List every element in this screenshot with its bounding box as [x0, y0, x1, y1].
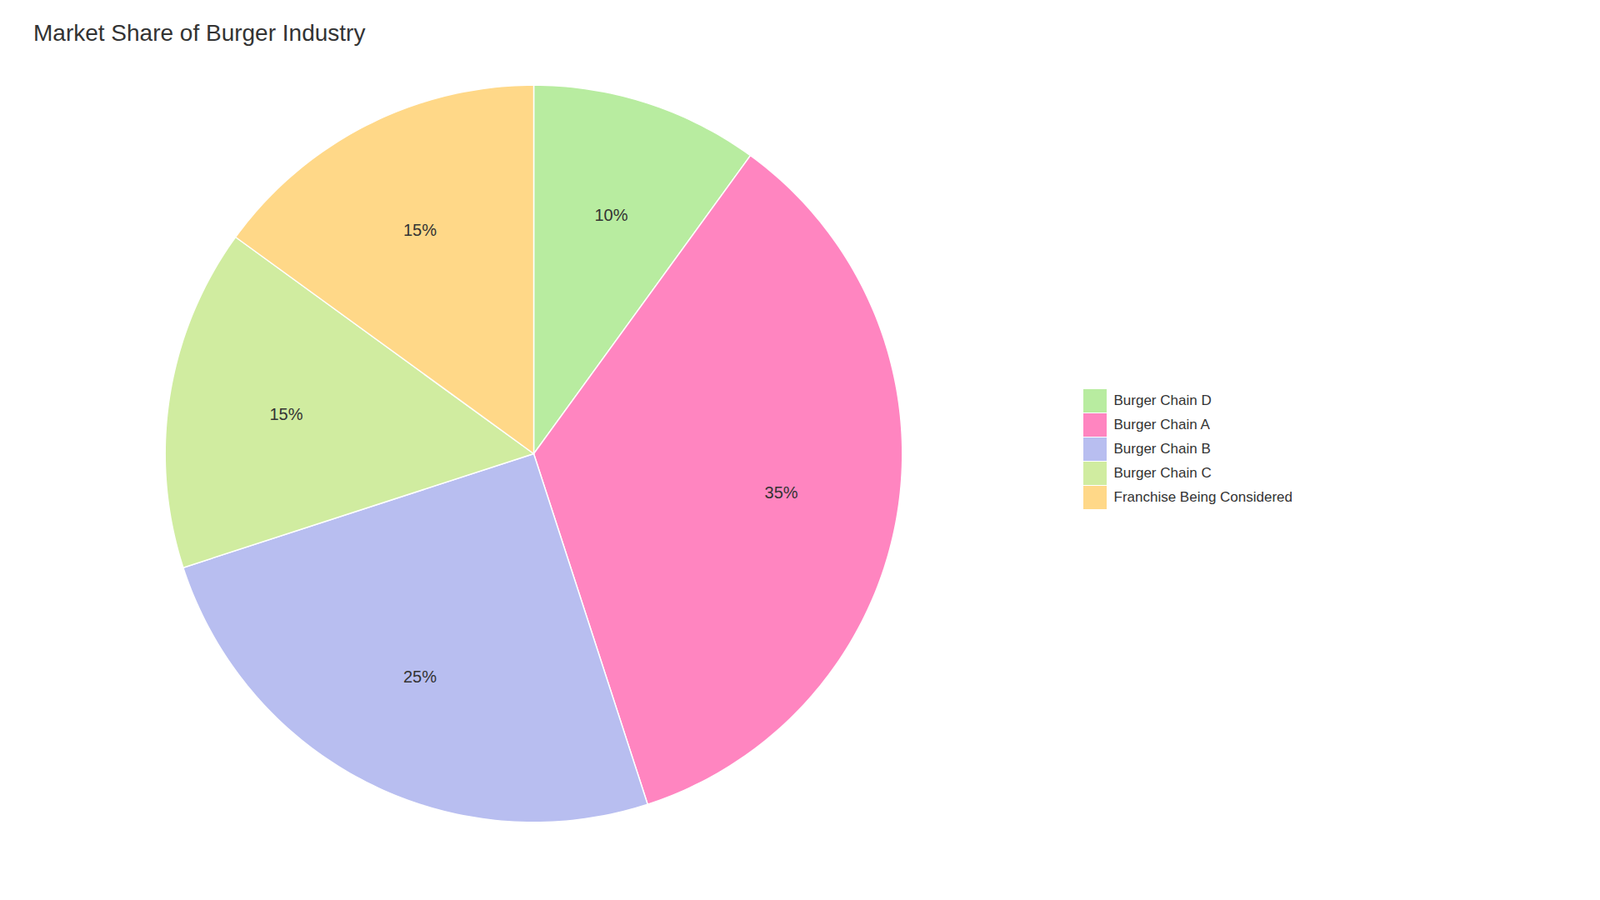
- svg-text:15%: 15%: [403, 220, 437, 240]
- svg-text:15%: 15%: [269, 405, 303, 424]
- svg-text:25%: 25%: [403, 667, 437, 686]
- html-text:Burger Chain D: Burger Chain D: [1113, 392, 1212, 409]
- svg-text:35%: 35%: [765, 483, 799, 502]
- html-text:Market Share of Burger Industr: Market Share of Burger Industry: [33, 20, 366, 46]
- html-text:Franchise Being Considered: Franchise Being Considered: [1113, 489, 1293, 506]
- html-text:Burger Chain C: Burger Chain C: [1113, 465, 1212, 482]
- svg-text:10%: 10%: [594, 205, 628, 225]
- html-text:Burger Chain A: Burger Chain A: [1113, 416, 1210, 433]
- html-text:Burger Chain B: Burger Chain B: [1113, 441, 1211, 457]
